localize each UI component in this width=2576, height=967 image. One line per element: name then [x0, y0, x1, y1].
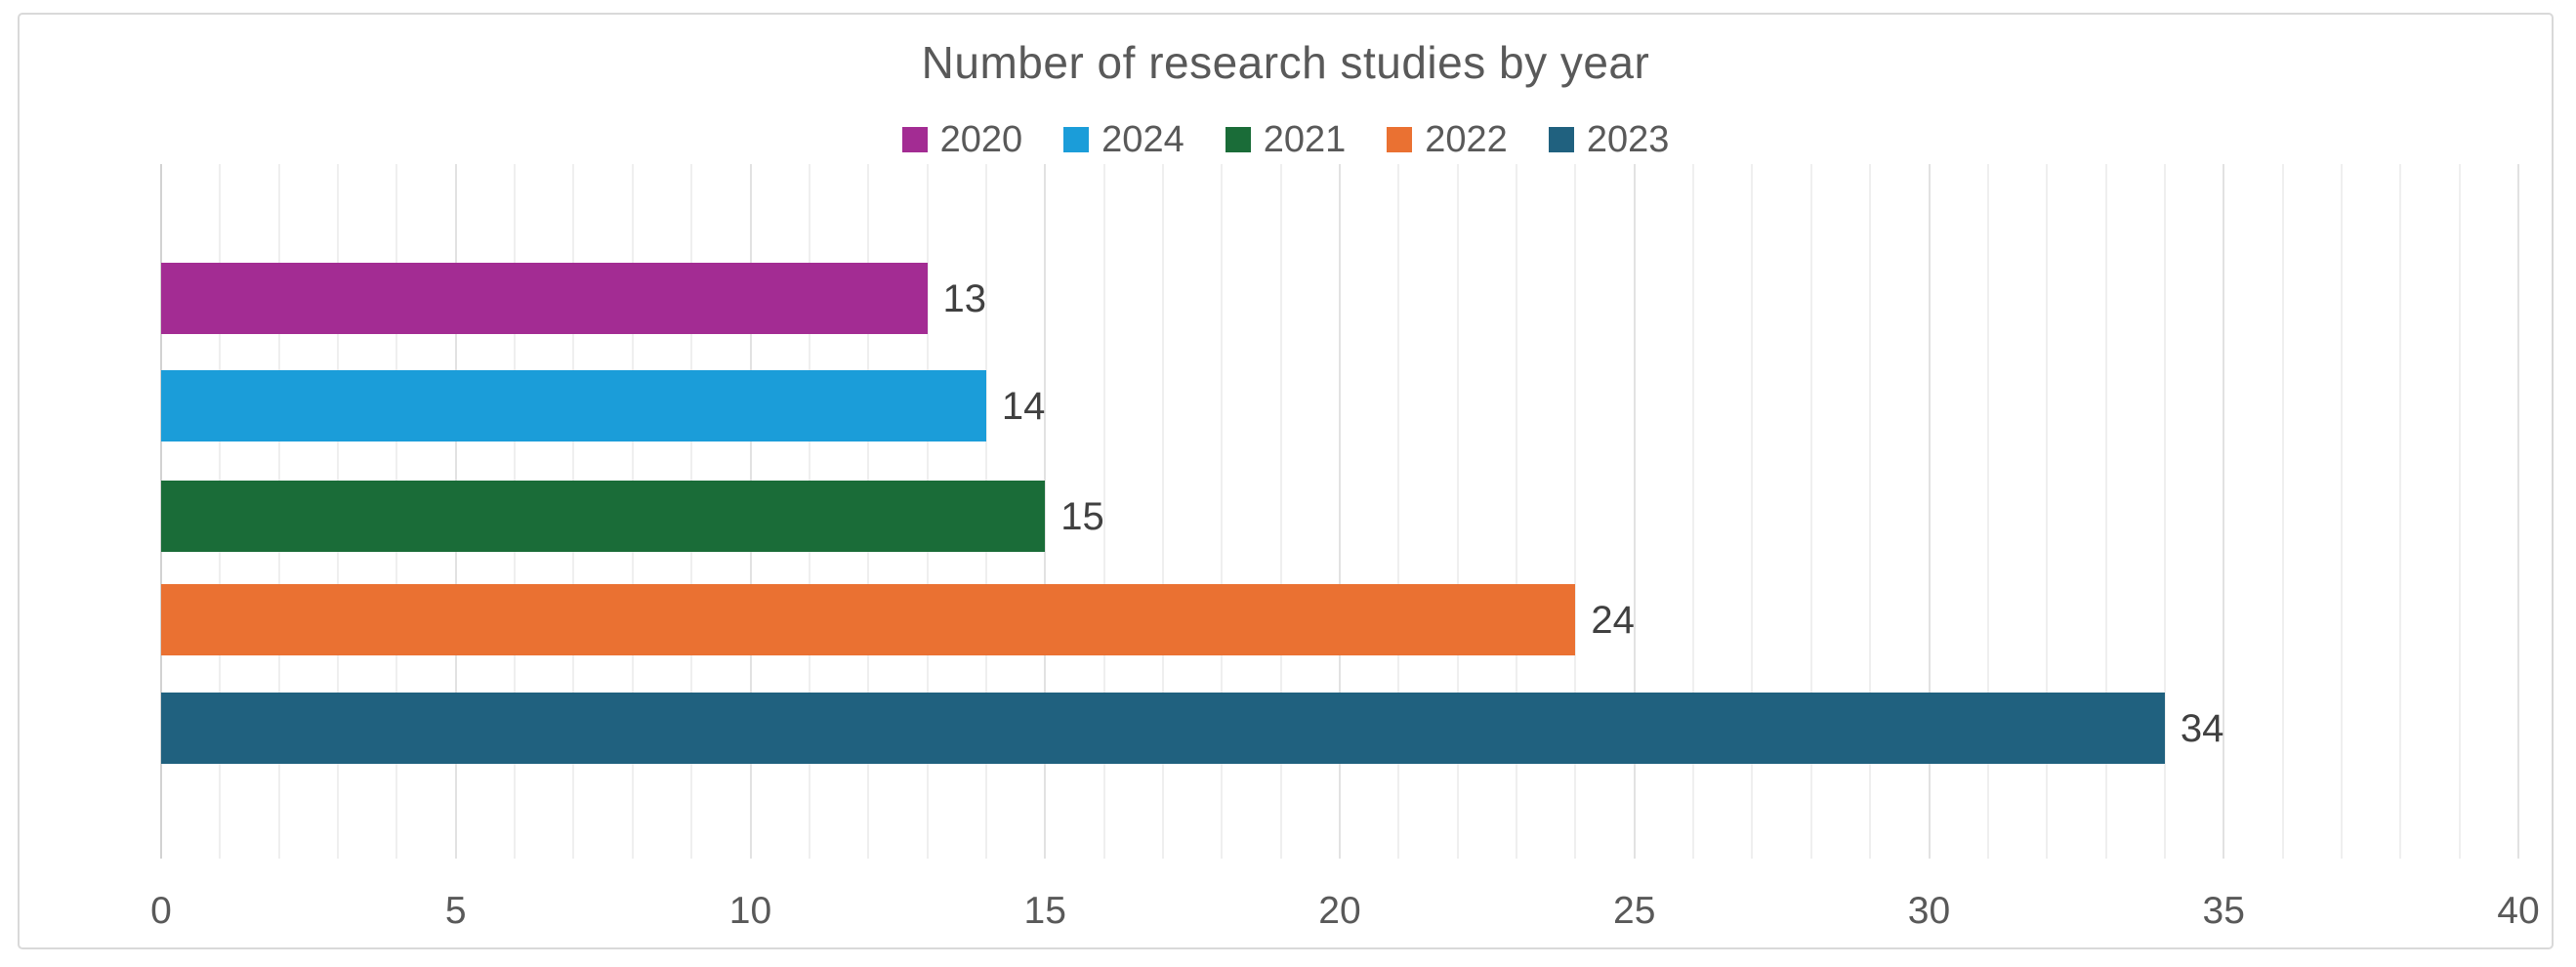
legend-swatch-icon [1225, 127, 1251, 152]
vertical-gridline [2223, 164, 2225, 859]
vertical-gridline [2163, 164, 2166, 859]
bar-value-label-2021: 15 [1060, 494, 1104, 538]
x-axis-tick-label: 40 [2497, 890, 2540, 932]
legend-item-2023: 2023 [1548, 119, 1670, 160]
legend-swatch-icon [1548, 127, 1574, 152]
bar-2022 [161, 584, 1576, 655]
vertical-gridline [2340, 164, 2343, 859]
vertical-gridline [1397, 164, 1400, 859]
legend-label: 2024 [1101, 119, 1184, 160]
vertical-gridline [1161, 164, 1164, 859]
x-axis-tick-label: 5 [444, 890, 467, 932]
vertical-gridline [2517, 164, 2519, 859]
vertical-gridline [2399, 164, 2402, 859]
vertical-gridline [1456, 164, 1459, 859]
x-axis-tick-label: 30 [1907, 890, 1951, 932]
x-axis-tick-label: 25 [1613, 890, 1656, 932]
vertical-gridline [1044, 164, 1047, 859]
vertical-gridline [2104, 164, 2107, 859]
legend-label: 2023 [1586, 119, 1670, 160]
bar-2021 [161, 481, 1046, 552]
bar-value-label-2023: 34 [2180, 706, 2224, 750]
chart-title: Number of research studies by year [921, 37, 1650, 88]
legend-item-2024: 2024 [1063, 121, 1184, 158]
legend-label: 2020 [939, 119, 1023, 160]
legend-label: 2022 [1425, 119, 1508, 160]
chart-legend: 2020 2024 2021 2022 2023 [20, 118, 2552, 161]
vertical-gridline [1221, 164, 1224, 859]
vertical-gridline [1279, 164, 1282, 859]
vertical-gridline [1574, 164, 1577, 859]
vertical-gridline [1928, 164, 1931, 859]
bar-value-label-2020: 13 [942, 276, 987, 320]
vertical-gridline [1102, 164, 1105, 859]
vertical-gridline [1751, 164, 1754, 859]
vertical-gridline [2458, 164, 2461, 859]
vertical-gridline [1633, 164, 1636, 859]
legend-item-2020: 2020 [901, 119, 1023, 160]
vertical-gridline [1809, 164, 1812, 859]
vertical-gridline [1339, 164, 1341, 859]
legend-swatch-icon [1063, 127, 1090, 152]
vertical-gridline [2046, 164, 2049, 859]
x-axis-tick-label: 20 [1318, 890, 1361, 932]
vertical-gridline [2281, 164, 2284, 859]
bar-value-label-2024: 14 [1001, 384, 1046, 428]
chart-container: Number of research studies by year 2020 2… [18, 13, 2554, 949]
legend-swatch-icon [1387, 127, 1413, 152]
x-axis-tick-label: 35 [2202, 890, 2245, 932]
x-axis-tick-label: 15 [1023, 890, 1066, 932]
vertical-gridline [1516, 164, 1518, 859]
x-axis-tick-label: 0 [150, 890, 172, 932]
bar-2020 [161, 263, 928, 334]
legend-label: 2021 [1263, 119, 1347, 160]
vertical-gridline [1692, 164, 1695, 859]
plot-area: 13 14 15 24 34 [160, 164, 2519, 859]
x-axis-tick-label: 10 [728, 890, 772, 932]
legend-item-2021: 2021 [1225, 119, 1347, 160]
bar-2024 [161, 370, 986, 441]
vertical-gridline [1869, 164, 1872, 859]
bar-value-label-2022: 24 [1591, 598, 1635, 642]
x-axis: 0 5 10 15 20 25 30 35 40 [150, 890, 2540, 941]
legend-swatch-icon [901, 127, 928, 152]
legend-item-2022: 2022 [1387, 121, 1508, 158]
bar-2023 [161, 693, 2165, 764]
vertical-gridline [1986, 164, 1989, 859]
